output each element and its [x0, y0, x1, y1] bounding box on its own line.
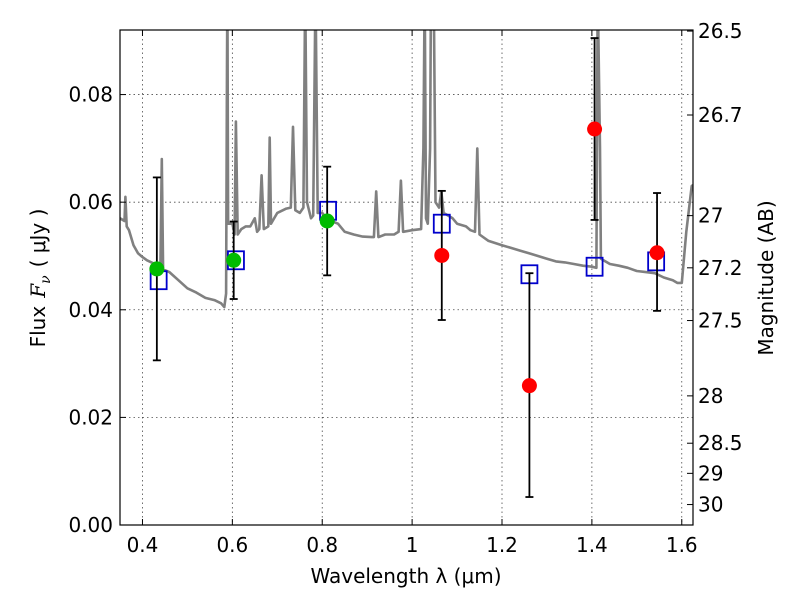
red-data-point: [521, 378, 537, 394]
y-axis-label: Flux Fν ( μJy ): [26, 209, 54, 348]
y-axis-label-symbol: F: [26, 283, 50, 299]
magnitude-axis-label: Magnitude (AB): [754, 200, 778, 355]
red-data-point: [434, 247, 450, 263]
y-tick-label: 0.00: [68, 513, 113, 537]
green-data-point: [319, 213, 335, 229]
red-data-point: [587, 121, 603, 137]
x-axis-label: Wavelength λ (μm): [310, 564, 501, 588]
x-tick-label: 0.6: [216, 533, 248, 557]
red-data-point: [649, 245, 665, 261]
magnitude-tick-label: 27: [698, 204, 723, 228]
magnitude-axis-ticks: 26.5 26.7 27 27.2 27.5 28 28.5 29 30: [687, 19, 743, 517]
green-data-point: [226, 252, 242, 268]
x-tick-label: 1.6: [666, 533, 698, 557]
y-tick-label: 0.08: [68, 83, 113, 107]
plot-frame: [119, 29, 694, 526]
x-tick-label: 1: [406, 533, 419, 557]
green-data-point: [149, 261, 165, 277]
magnitude-tick-label: 28.5: [698, 431, 743, 455]
magnitude-tick-label: 27.5: [698, 309, 743, 333]
y-tick-label: 0.06: [68, 190, 113, 214]
y-tick-label: 0.02: [68, 405, 113, 429]
grid: [120, 30, 693, 526]
x-axis-ticks: 0.4 0.6 0.8 1 1.2 1.4 1.6: [127, 30, 698, 557]
y-axis-label-prefix: Flux: [26, 306, 50, 348]
x-tick-label: 0.8: [306, 533, 338, 557]
x-tick-label: 0.4: [127, 533, 159, 557]
y-axis-ticks: 0.00 0.02 0.04 0.06 0.08: [68, 83, 126, 537]
magnitude-tick-label: 26.7: [698, 103, 743, 127]
model-square: [585, 256, 604, 277]
magnitude-tick-label: 28: [698, 384, 723, 408]
y-axis-label-subscript: ν: [38, 275, 54, 284]
y-axis-label-unit: ( μJy ): [26, 209, 50, 268]
plot-area: [120, 30, 693, 498]
spectrum-line: [120, 30, 693, 309]
magnitude-tick-label: 27.2: [698, 256, 743, 280]
x-tick-label: 1.2: [486, 533, 518, 557]
y-tick-label: 0.04: [68, 298, 113, 322]
x-tick-label: 1.4: [576, 533, 608, 557]
magnitude-tick-label: 29: [698, 461, 723, 485]
magnitude-tick-label: 26.5: [698, 19, 743, 43]
magnitude-tick-label: 30: [698, 493, 723, 517]
